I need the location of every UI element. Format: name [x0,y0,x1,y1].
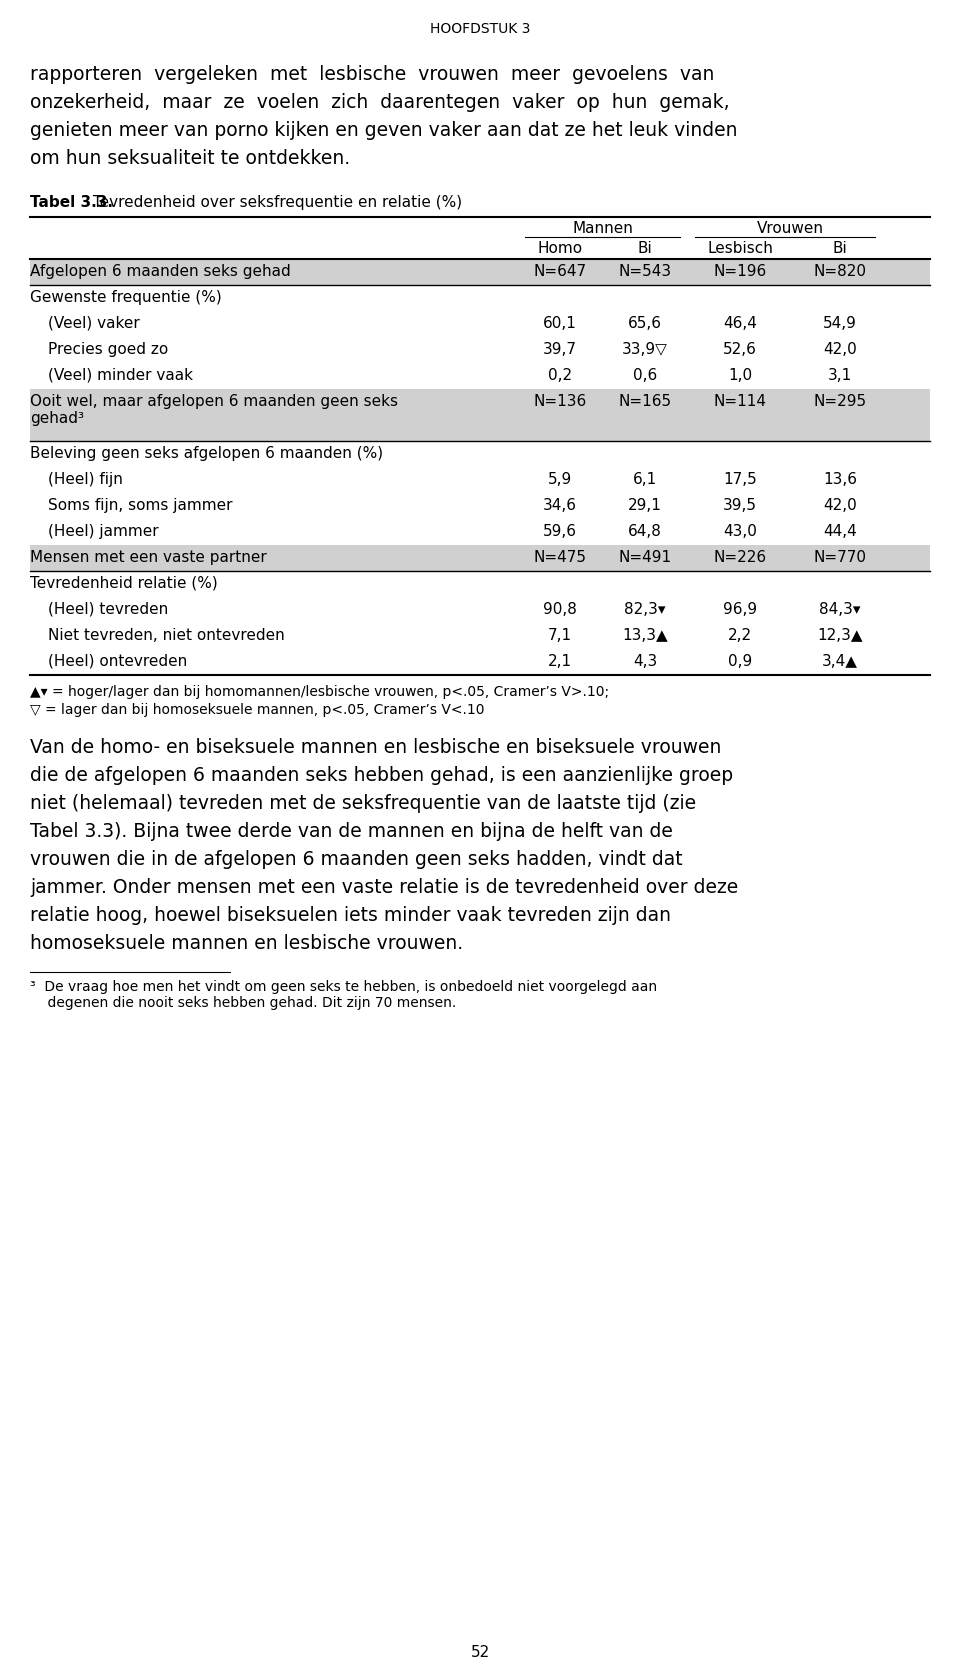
Text: Precies goed zo: Precies goed zo [48,342,168,357]
Text: (Heel) fijn: (Heel) fijn [48,472,123,487]
Text: Gewenste frequentie (%): Gewenste frequentie (%) [30,290,222,305]
Text: N=491: N=491 [618,549,672,564]
Text: N=165: N=165 [618,394,672,409]
Text: 3,1: 3,1 [828,368,852,384]
Text: ³  De vraag hoe men het vindt om geen seks te hebben, is onbedoeld niet voorgele: ³ De vraag hoe men het vindt om geen sek… [30,980,658,993]
Text: Tevredenheid relatie (%): Tevredenheid relatie (%) [30,576,218,591]
Text: Niet tevreden, niet ontevreden: Niet tevreden, niet ontevreden [48,628,285,643]
Text: ▽ = lager dan bij homoseksuele mannen, p<.05, Cramer’s V<.10: ▽ = lager dan bij homoseksuele mannen, p… [30,704,485,717]
Text: 4,3: 4,3 [633,653,658,668]
Text: 59,6: 59,6 [543,524,577,539]
Text: 52: 52 [470,1645,490,1660]
Text: Tabel 3.3.: Tabel 3.3. [30,194,113,209]
Text: Vrouwen: Vrouwen [756,221,824,236]
Text: 84,3▾: 84,3▾ [819,601,861,616]
Text: Bi: Bi [637,241,653,256]
Text: om hun seksualiteit te ontdekken.: om hun seksualiteit te ontdekken. [30,149,350,168]
Text: 46,4: 46,4 [723,317,756,332]
Text: N=226: N=226 [713,549,767,564]
Text: 52,6: 52,6 [723,342,756,357]
Text: degenen die nooit seks hebben gehad. Dit zijn 70 mensen.: degenen die nooit seks hebben gehad. Dit… [30,997,456,1010]
Text: (Veel) minder vaak: (Veel) minder vaak [48,368,193,384]
Text: 7,1: 7,1 [548,628,572,643]
Text: 13,6: 13,6 [823,472,857,487]
Text: Van de homo- en biseksuele mannen en lesbische en biseksuele vrouwen: Van de homo- en biseksuele mannen en les… [30,739,721,757]
Text: homoseksuele mannen en lesbische vrouwen.: homoseksuele mannen en lesbische vrouwen… [30,935,463,953]
Text: N=543: N=543 [618,265,672,280]
Text: 13,3▲: 13,3▲ [622,628,668,643]
Text: 0,6: 0,6 [633,368,658,384]
Text: Mensen met een vaste partner: Mensen met een vaste partner [30,549,267,564]
Text: 29,1: 29,1 [628,497,662,513]
Text: 42,0: 42,0 [823,497,857,513]
Text: (Heel) tevreden: (Heel) tevreden [48,601,168,616]
Text: 0,2: 0,2 [548,368,572,384]
Text: N=295: N=295 [813,394,867,409]
Bar [30,544,930,571]
Text: 0,9: 0,9 [728,653,752,668]
Text: genieten meer van porno kijken en geven vaker aan dat ze het leuk vinden: genieten meer van porno kijken en geven … [30,121,737,141]
Text: N=475: N=475 [534,549,587,564]
Text: Ooit wel, maar afgelopen 6 maanden geen seks
gehad³: Ooit wel, maar afgelopen 6 maanden geen … [30,394,398,427]
Text: (Veel) vaker: (Veel) vaker [48,317,140,332]
Text: 96,9: 96,9 [723,601,757,616]
Text: relatie hoog, hoewel biseksuelen iets minder vaak tevreden zijn dan: relatie hoog, hoewel biseksuelen iets mi… [30,906,671,925]
Text: 5,9: 5,9 [548,472,572,487]
Text: 60,1: 60,1 [543,317,577,332]
Text: 82,3▾: 82,3▾ [624,601,665,616]
Bar [30,389,930,441]
Text: 6,1: 6,1 [633,472,658,487]
Text: N=820: N=820 [813,265,867,280]
Bar [30,260,930,285]
Text: 2,2: 2,2 [728,628,752,643]
Text: Homo: Homo [538,241,583,256]
Text: (Heel) ontevreden: (Heel) ontevreden [48,653,187,668]
Text: 42,0: 42,0 [823,342,857,357]
Text: 43,0: 43,0 [723,524,756,539]
Text: onzekerheid,  maar  ze  voelen  zich  daarentegen  vaker  op  hun  gemak,: onzekerheid, maar ze voelen zich daarent… [30,94,730,112]
Text: 33,9▽: 33,9▽ [622,342,668,357]
Text: 90,8: 90,8 [543,601,577,616]
Text: Tevredenheid over seksfrequentie en relatie (%): Tevredenheid over seksfrequentie en rela… [88,194,462,209]
Text: 17,5: 17,5 [723,472,756,487]
Text: Lesbisch: Lesbisch [708,241,773,256]
Text: 2,1: 2,1 [548,653,572,668]
Text: 54,9: 54,9 [823,317,857,332]
Text: 12,3▲: 12,3▲ [817,628,863,643]
Text: N=114: N=114 [713,394,766,409]
Text: Soms fijn, soms jammer: Soms fijn, soms jammer [48,497,232,513]
Text: HOOFDSTUK 3: HOOFDSTUK 3 [430,22,530,35]
Text: rapporteren  vergeleken  met  lesbische  vrouwen  meer  gevoelens  van: rapporteren vergeleken met lesbische vro… [30,65,714,84]
Text: 34,6: 34,6 [543,497,577,513]
Text: 44,4: 44,4 [823,524,857,539]
Text: jammer. Onder mensen met een vaste relatie is de tevredenheid over deze: jammer. Onder mensen met een vaste relat… [30,878,738,898]
Text: Beleving geen seks afgelopen 6 maanden (%): Beleving geen seks afgelopen 6 maanden (… [30,446,383,461]
Text: Tabel 3.3). Bijna twee derde van de mannen en bijna de helft van de: Tabel 3.3). Bijna twee derde van de mann… [30,822,673,841]
Text: Bi: Bi [832,241,848,256]
Text: N=136: N=136 [534,394,587,409]
Text: N=770: N=770 [813,549,867,564]
Text: 39,5: 39,5 [723,497,757,513]
Text: 1,0: 1,0 [728,368,752,384]
Text: N=647: N=647 [534,265,587,280]
Text: ▲▾ = hoger/lager dan bij homomannen/lesbische vrouwen, p<.05, Cramer’s V>.10;: ▲▾ = hoger/lager dan bij homomannen/lesb… [30,685,610,698]
Text: 39,7: 39,7 [543,342,577,357]
Text: Mannen: Mannen [572,221,633,236]
Text: 3,4▲: 3,4▲ [822,653,858,668]
Text: die de afgelopen 6 maanden seks hebben gehad, is een aanzienlijke groep: die de afgelopen 6 maanden seks hebben g… [30,765,733,786]
Text: vrouwen die in de afgelopen 6 maanden geen seks hadden, vindt dat: vrouwen die in de afgelopen 6 maanden ge… [30,849,683,869]
Text: (Heel) jammer: (Heel) jammer [48,524,158,539]
Text: Afgelopen 6 maanden seks gehad: Afgelopen 6 maanden seks gehad [30,265,291,280]
Text: niet (helemaal) tevreden met de seksfrequentie van de laatste tijd (zie: niet (helemaal) tevreden met de seksfreq… [30,794,696,812]
Text: 64,8: 64,8 [628,524,662,539]
Text: 65,6: 65,6 [628,317,662,332]
Text: N=196: N=196 [713,265,767,280]
